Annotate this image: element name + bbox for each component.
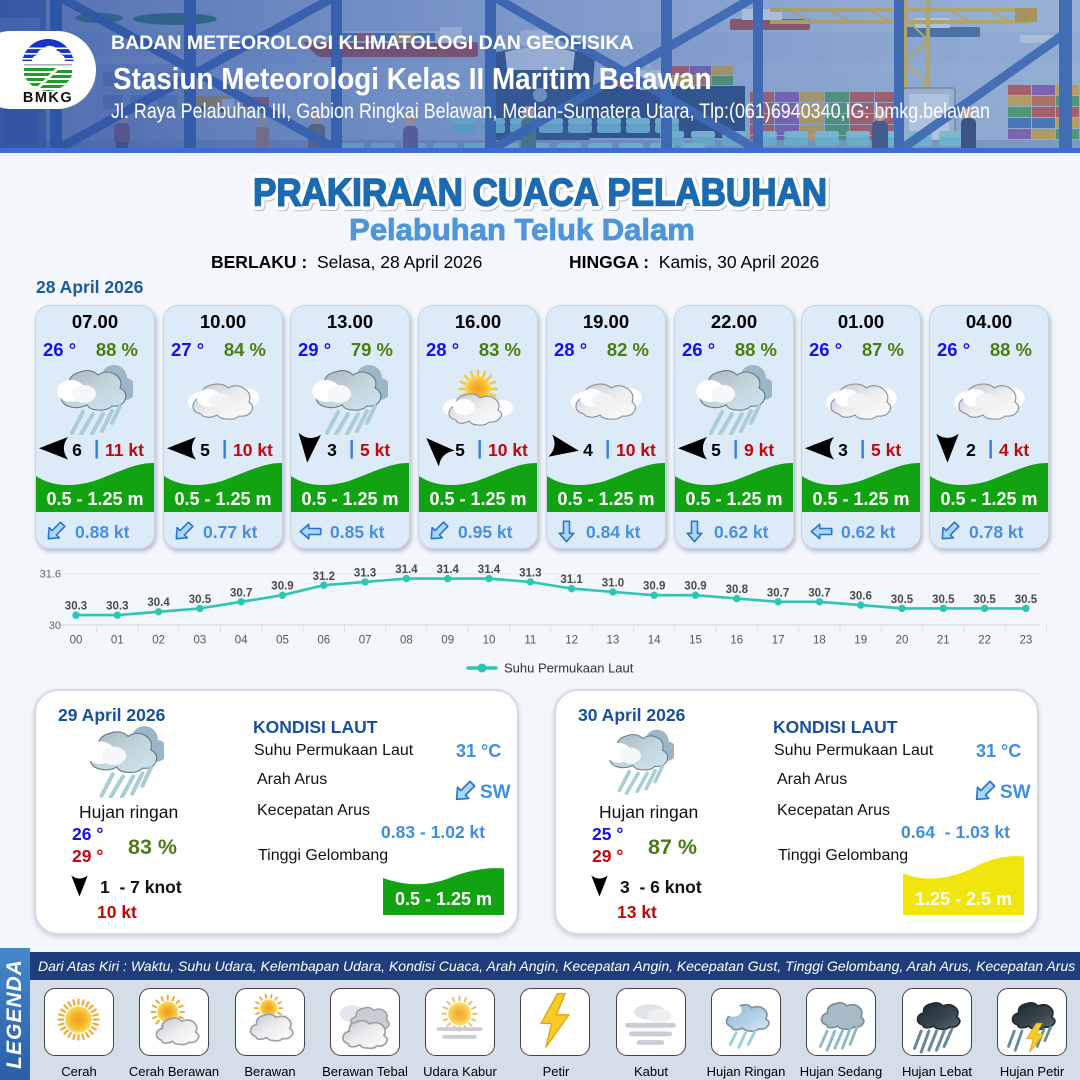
svg-text:30.5: 30.5	[932, 594, 955, 606]
svg-text:31.4: 31.4	[395, 564, 418, 576]
svg-text:16: 16	[730, 635, 743, 647]
svg-text:07: 07	[359, 635, 372, 647]
svg-text:30.7: 30.7	[230, 587, 252, 599]
svg-text:30.3: 30.3	[106, 601, 128, 613]
svg-text:05: 05	[276, 635, 289, 647]
svg-text:30.4: 30.4	[147, 597, 170, 609]
svg-text:30.3: 30.3	[65, 601, 87, 613]
svg-text:04: 04	[235, 635, 248, 647]
svg-text:31.0: 31.0	[602, 577, 624, 589]
svg-text:30.9: 30.9	[271, 581, 293, 593]
svg-text:03: 03	[194, 635, 207, 647]
svg-text:14: 14	[648, 635, 661, 647]
svg-text:13: 13	[607, 635, 620, 647]
svg-text:PRAKIRAAN CUACA PELABUHAN: PRAKIRAAN CUACA PELABUHAN	[253, 172, 827, 215]
svg-text:12: 12	[565, 635, 578, 647]
svg-text:31.3: 31.3	[354, 567, 376, 579]
svg-text:30.8: 30.8	[726, 584, 749, 596]
svg-text:19: 19	[854, 635, 867, 647]
svg-text:30.7: 30.7	[767, 587, 789, 599]
svg-text:08: 08	[400, 635, 413, 647]
svg-text:02: 02	[152, 635, 165, 647]
svg-text:30.7: 30.7	[808, 587, 830, 599]
svg-text:31.1: 31.1	[560, 574, 583, 586]
svg-text:17: 17	[772, 635, 785, 647]
svg-text:20: 20	[896, 635, 909, 647]
svg-text:15: 15	[689, 635, 702, 647]
svg-text:18: 18	[813, 635, 826, 647]
svg-text:30.5: 30.5	[891, 594, 914, 606]
svg-text:11: 11	[524, 635, 536, 647]
svg-text:31.4: 31.4	[437, 564, 460, 576]
svg-text:31.3: 31.3	[519, 567, 541, 579]
svg-text:09: 09	[441, 635, 454, 647]
svg-text:06: 06	[317, 635, 330, 647]
svg-text:10: 10	[483, 635, 496, 647]
svg-text:21: 21	[937, 635, 950, 647]
svg-text:30.9: 30.9	[684, 581, 706, 593]
svg-text:22: 22	[978, 635, 991, 647]
svg-text:Suhu Permukaan Laut: Suhu Permukaan Laut	[504, 661, 634, 676]
svg-text:30.9: 30.9	[643, 581, 665, 593]
svg-text:00: 00	[70, 635, 83, 647]
svg-text:30: 30	[49, 620, 61, 632]
svg-text:31.4: 31.4	[478, 564, 501, 576]
svg-text:01: 01	[111, 635, 124, 647]
svg-text:30.6: 30.6	[850, 591, 872, 603]
svg-text:PRAKIRAAN CUACA PELABUHAN: PRAKIRAAN CUACA PELABUHAN	[253, 172, 827, 215]
svg-text:31.6: 31.6	[40, 569, 61, 581]
svg-text:30.5: 30.5	[1015, 594, 1038, 606]
svg-text:23: 23	[1020, 635, 1033, 647]
svg-text:30.5: 30.5	[189, 594, 212, 606]
svg-text:30.5: 30.5	[973, 594, 996, 606]
svg-text:31.2: 31.2	[313, 571, 335, 583]
